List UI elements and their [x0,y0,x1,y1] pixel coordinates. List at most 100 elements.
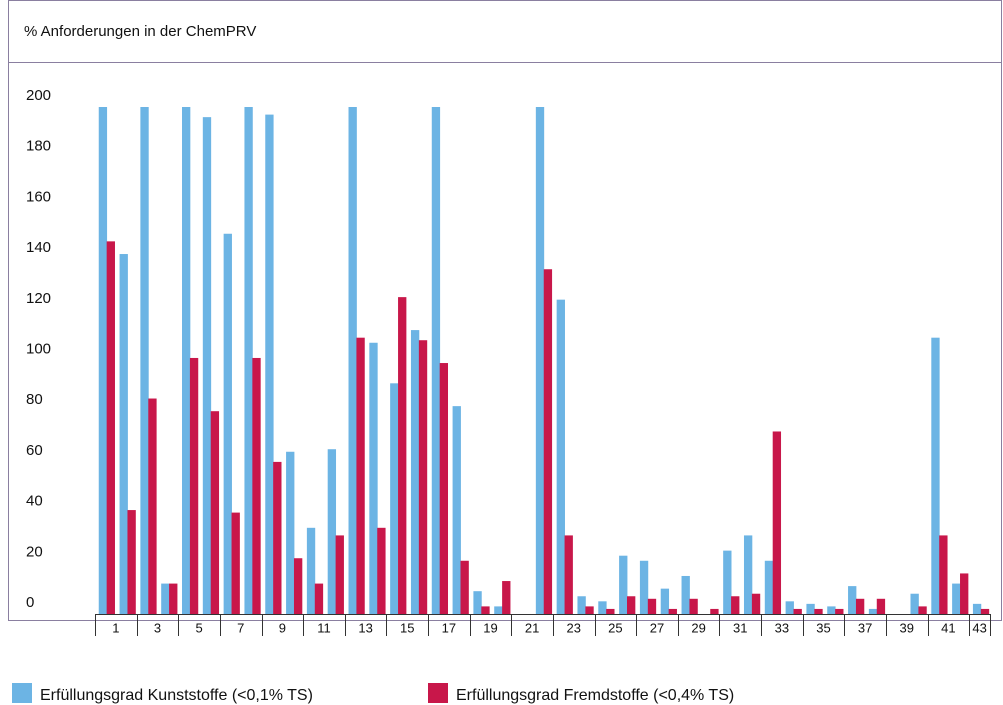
bar [182,107,191,614]
bar [952,583,961,614]
legend-swatch [12,683,32,703]
y-tick-label: 20 [26,543,43,560]
bar [314,583,324,614]
bar [855,598,865,614]
bar [660,588,670,614]
legend-label: Erfüllungsgrad Fremdstoffe (<0,4% TS) [456,687,734,704]
y-tick-label: 180 [26,138,51,155]
bar [918,606,927,614]
bar [127,510,136,614]
y-tick-label: 80 [26,391,43,408]
bar [481,606,490,614]
bar [252,357,261,614]
bar [460,560,469,614]
bar [835,608,844,614]
x-tick-label: 17 [442,620,456,635]
x-tick-label: 13 [358,620,372,635]
x-tick-label: 35 [816,620,830,635]
bar [106,241,115,615]
bar [452,406,461,614]
bar [398,297,407,614]
bar [327,449,337,614]
bar [439,363,449,614]
x-tick-label: 11 [317,620,331,635]
bar [793,608,802,614]
bar [535,107,545,614]
bar [202,117,212,614]
bar [772,431,782,614]
x-tick-label: 25 [608,620,622,635]
bar [972,603,982,614]
y-tick-label: 120 [26,290,51,307]
x-tick-label: 5 [195,620,202,635]
bar [689,598,698,614]
bar [639,560,649,614]
bar [410,330,420,614]
bar [431,107,441,614]
bar [356,337,365,614]
bar [910,593,919,614]
y-tick-label: 100 [26,340,51,357]
bar [827,606,836,614]
bar [418,340,428,614]
x-tick-label: 15 [400,620,414,635]
x-tick-label: 31 [733,620,747,635]
legend-label: Erfüllungsgrad Kunststoffe (<0,1% TS) [40,687,313,704]
bar [169,583,178,614]
x-tick-label: 19 [483,620,497,635]
bar [273,461,282,614]
bar [377,527,386,614]
bar [764,560,774,614]
bar [681,575,690,614]
bar [743,535,753,614]
bar [140,107,149,614]
x-tick-label: 23 [566,620,580,635]
y-tick-label: 160 [26,188,51,205]
bar [731,596,740,614]
x-tick-label: 21 [525,620,539,635]
bar [189,357,199,614]
bar [647,598,657,614]
bar [231,512,240,614]
y-tick-label: 140 [26,239,51,256]
x-tick-label: 37 [858,620,872,635]
bar [723,550,732,614]
bar [598,601,607,614]
bar [348,107,357,614]
bar [619,555,628,614]
bar [556,299,565,614]
x-tick-label: 39 [900,620,914,635]
bar [306,527,316,614]
chart-title: % Anforderungen in der ChemPRV [24,23,256,40]
bar [244,107,253,614]
x-tick-label: 1 [112,620,119,635]
bar [931,337,940,614]
x-tick-label: 7 [237,620,244,635]
bar [293,558,303,614]
bar [265,114,274,614]
bar [814,608,823,614]
bar [161,583,170,614]
x-tick-label: 43 [972,620,986,635]
x-tick-label: 27 [650,620,664,635]
bar [751,593,761,614]
x-tick-label: 41 [941,620,955,635]
bar [286,451,295,614]
x-tick-label: 9 [279,620,286,635]
bar [390,383,399,614]
bar [369,342,378,614]
bar [494,606,503,614]
bar [627,596,636,614]
bar [868,608,878,614]
bar [335,535,344,614]
bar [577,596,586,614]
bar [223,233,232,614]
bar [980,608,990,614]
bar [939,535,948,614]
bar [564,535,573,614]
y-tick-label: 40 [26,493,43,510]
bar [668,608,677,614]
y-tick-label: 0 [26,594,34,611]
bar [210,411,220,614]
